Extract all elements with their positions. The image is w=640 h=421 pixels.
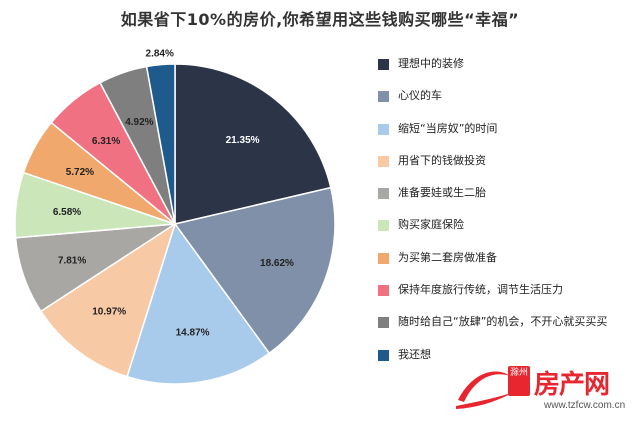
pie-slice bbox=[39, 222, 177, 378]
pie-slice bbox=[173, 186, 336, 355]
legend-swatch bbox=[378, 59, 389, 70]
legend-label: 缩短“当房奴”的时间 bbox=[398, 121, 498, 135]
legend-item: 缩短“当房奴”的时间 bbox=[378, 121, 640, 153]
legend-item: 用省下的钱做投资 bbox=[378, 153, 640, 185]
slice-value-label: 21.35% bbox=[226, 135, 260, 146]
legend-label: 用省下的钱做投资 bbox=[398, 153, 486, 167]
legend-swatch bbox=[378, 155, 389, 167]
slice-value-label: 6.31% bbox=[92, 136, 120, 147]
chart-title: 如果省下10%的房价,你希望用这些钱购买哪些“幸福” bbox=[120, 10, 520, 29]
legend-swatch bbox=[378, 317, 389, 329]
legend-swatch bbox=[378, 349, 389, 361]
legend-swatch bbox=[378, 188, 389, 200]
legend-label: 准备要娃或生二胎 bbox=[398, 186, 486, 200]
legend-label: 随时给自己“放肆”的机会，不开心就买买买 bbox=[398, 315, 608, 329]
slice-value-label: 5.72% bbox=[66, 167, 94, 178]
legend-label: 我还想 bbox=[398, 347, 431, 361]
legend-item: 心仪的车 bbox=[378, 88, 640, 120]
legend-item: 理想中的装修 bbox=[378, 56, 640, 88]
legend-label: 为买第二套房做准备 bbox=[398, 250, 497, 264]
legend-item: 保持年度旅行传统，调节生活压力 bbox=[378, 282, 640, 314]
slice-value-label: 18.62% bbox=[260, 258, 294, 269]
logo-brand-text: 房产网 bbox=[534, 370, 610, 400]
site-watermark-logo: 滁州 房产网 www.tzfcw.com.cn bbox=[452, 362, 638, 418]
legend-item: 我还想 bbox=[378, 347, 640, 379]
slice-value-label: 7.81% bbox=[58, 255, 86, 266]
logo-swoosh-icon bbox=[456, 371, 514, 409]
legend-swatch bbox=[378, 123, 389, 135]
pie-slice bbox=[174, 63, 332, 225]
legend-item: 购买家庭保险 bbox=[378, 217, 640, 249]
legend-label: 保持年度旅行传统，调节生活压力 bbox=[398, 283, 563, 297]
logo-badge: 滁州 bbox=[508, 366, 530, 396]
slice-value-label: 2.84% bbox=[146, 49, 174, 60]
slice-value-label: 14.87% bbox=[176, 327, 210, 338]
legend-swatch bbox=[378, 91, 389, 103]
slice-value-label: 4.92% bbox=[125, 117, 153, 128]
legend-item: 准备要娃或生二胎 bbox=[378, 185, 640, 217]
legend-swatch bbox=[378, 252, 389, 264]
legend-swatch bbox=[378, 220, 389, 232]
legend-swatch bbox=[378, 285, 389, 297]
legend-item: 随时给自己“放肆”的机会，不开心就买买买 bbox=[378, 314, 640, 346]
chart-legend: 理想中的装修 心仪的车 缩短“当房奴”的时间 用省下的钱做投资 准备要娃或生二胎… bbox=[378, 56, 640, 379]
slice-value-label: 10.97% bbox=[92, 307, 126, 318]
legend-item: 为买第二套房做准备 bbox=[378, 250, 640, 282]
legend-label: 购买家庭保险 bbox=[398, 218, 464, 232]
pie-slice bbox=[145, 63, 176, 225]
legend-label: 理想中的装修 bbox=[398, 57, 464, 70]
logo-url: www.tzfcw.com.cn bbox=[544, 400, 626, 411]
legend-label: 心仪的车 bbox=[398, 89, 442, 103]
slice-value-label: 6.58% bbox=[53, 207, 81, 218]
